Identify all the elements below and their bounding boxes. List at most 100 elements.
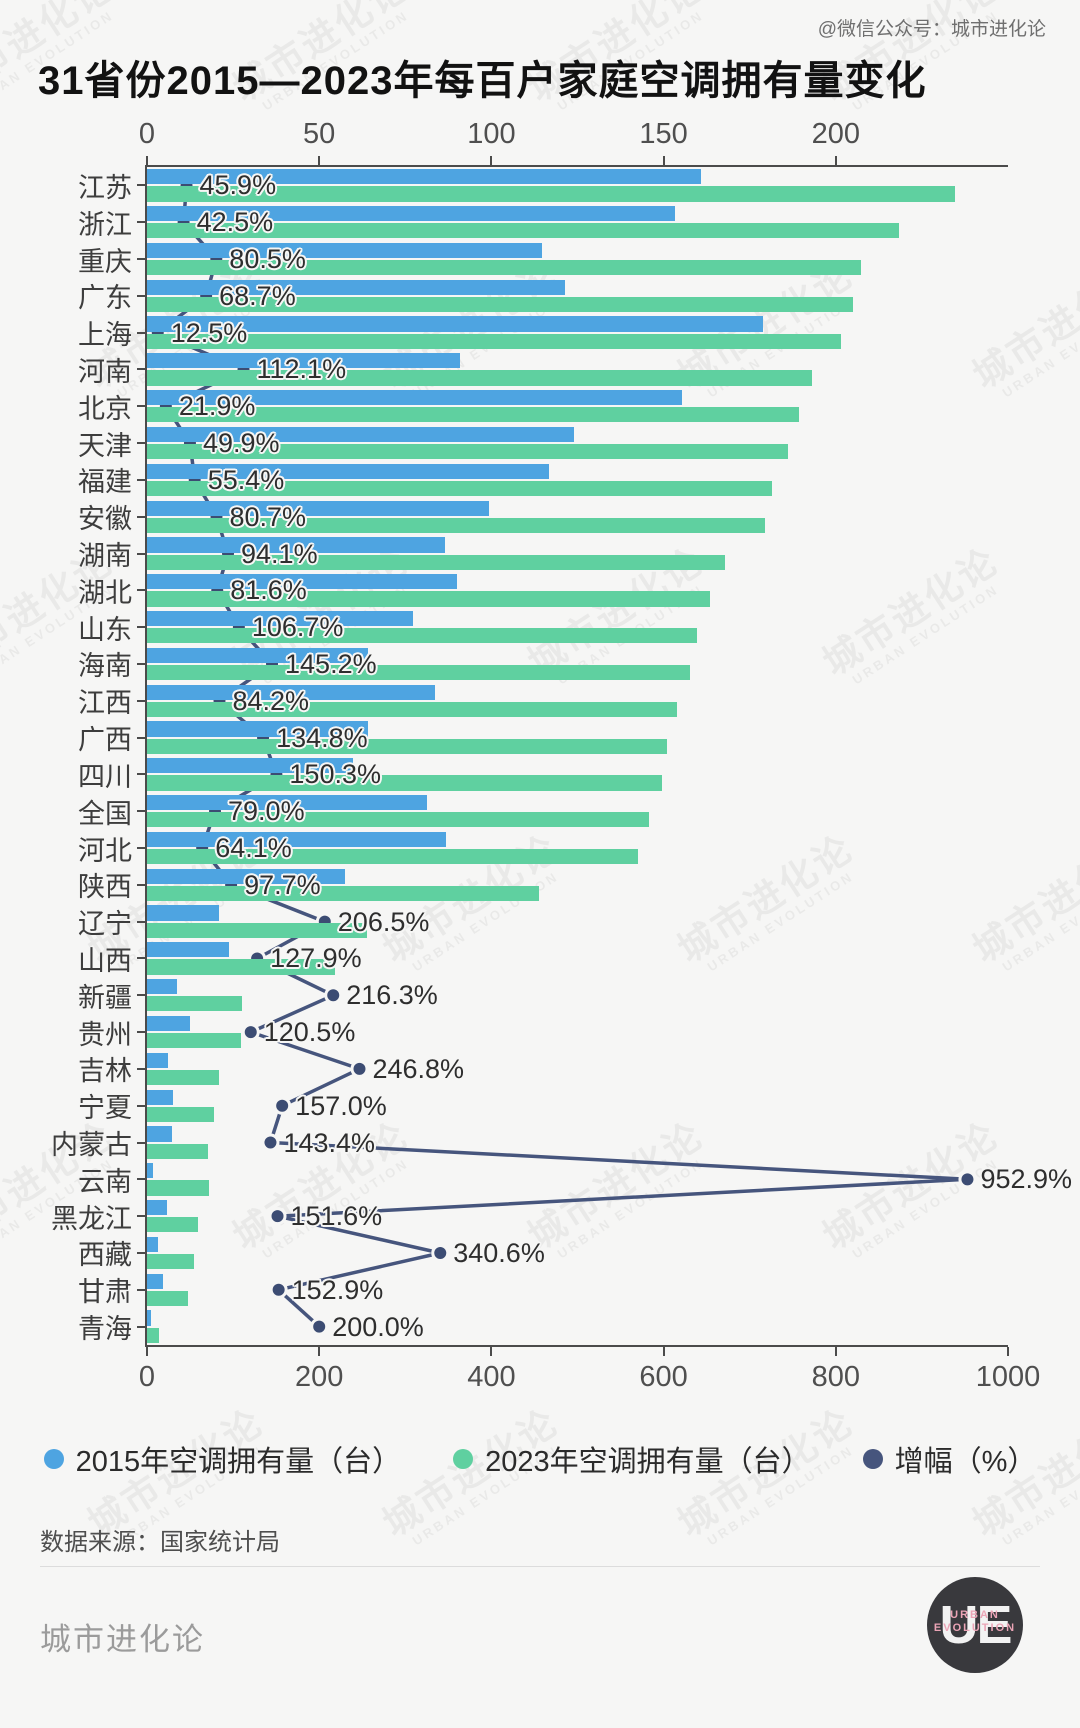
bar-2015: [147, 426, 575, 443]
y-axis-tick: [137, 294, 146, 297]
y-category-label: 北京: [78, 393, 132, 424]
y-category-label: 西藏: [78, 1240, 132, 1271]
axis-tick-label: 400: [467, 1361, 516, 1393]
growth-value-label: 45.9%: [199, 170, 277, 201]
y-axis-tick: [137, 1031, 146, 1034]
y-axis-tick: [137, 368, 146, 371]
growth-value-label: 55.4%: [207, 464, 285, 495]
y-axis-tick: [137, 258, 146, 261]
y-axis-tick: [137, 515, 146, 518]
bar-2023: [147, 996, 242, 1012]
axis-tick: [318, 1347, 321, 1356]
growth-value-label: 12.5%: [170, 317, 248, 348]
bar-2015: [147, 905, 219, 921]
growth-dot: [350, 1059, 369, 1078]
bar-2023: [147, 333, 841, 349]
bar-2015: [147, 1273, 164, 1289]
axis-tick-label: 200: [811, 118, 860, 150]
bar-2015: [147, 979, 177, 995]
y-category-label: 贵州: [78, 1019, 132, 1050]
growth-dot: [268, 1207, 287, 1226]
legend: 2015年空调拥有量（台） 2023年空调拥有量（台） 增幅（%）: [0, 1438, 1080, 1480]
bar-2015: [147, 1015, 190, 1032]
y-category-label: 吉林: [78, 1056, 132, 1087]
bar-2015: [147, 279, 566, 295]
bar-2015: [147, 942, 230, 958]
axis-tick: [490, 156, 493, 165]
y-axis-tick: [137, 184, 146, 187]
y-category-label: 江苏: [78, 172, 132, 203]
legend-item: 增幅（%）: [862, 1438, 1036, 1480]
axis-tick: [490, 1347, 493, 1356]
footer-divider: [40, 1566, 1040, 1567]
bar-2023: [147, 701, 678, 717]
bar-2023: [147, 296, 854, 313]
legend-label: 2023年空调拥有量（台）: [485, 1446, 811, 1478]
y-axis-tick: [137, 1178, 146, 1181]
bar-2023: [147, 223, 899, 239]
y-axis-tick: [137, 1251, 146, 1254]
axis-tick-label: 0: [138, 118, 156, 150]
axis-tick: [146, 1347, 148, 1356]
bar-2023: [147, 554, 725, 570]
growth-dot: [958, 1170, 977, 1189]
bar-2015: [147, 206, 675, 222]
legend-dot: [43, 1449, 64, 1469]
bar-2023: [147, 849, 639, 865]
growth-value-label: 21.9%: [178, 391, 256, 422]
legend-item: 2023年空调拥有量（台）: [453, 1438, 811, 1480]
y-axis-tick: [137, 405, 146, 408]
legend-dot: [453, 1449, 474, 1469]
bar-2023: [147, 812, 649, 828]
axis-tick-label: 100: [467, 118, 516, 150]
y-axis-tick: [137, 1215, 146, 1218]
growth-value-label: 80.7%: [229, 501, 307, 532]
growth-value-label: 97.7%: [244, 869, 321, 900]
bar-2015: [147, 242, 543, 258]
growth-value-label: 79.0%: [228, 796, 305, 827]
growth-dot: [310, 1317, 329, 1336]
y-axis-tick: [137, 920, 146, 923]
y-category-label: 天津: [78, 430, 132, 461]
growth-value-label: 145.2%: [285, 648, 377, 679]
y-axis-tick: [137, 847, 146, 850]
growth-value-label: 120.5%: [263, 1017, 356, 1048]
y-axis-tick: [137, 736, 146, 739]
top-axis-line: [147, 165, 1008, 167]
bar-2015: [147, 463, 549, 479]
bar-2023: [147, 1180, 209, 1196]
growth-dot: [269, 1280, 288, 1299]
bar-2023: [147, 1106, 215, 1122]
growth-value-label: 152.9%: [291, 1274, 384, 1305]
growth-dot: [261, 1133, 280, 1152]
axis-tick-label: 800: [811, 1361, 860, 1393]
y-axis-labels: 江苏 浙江 重庆 广东 上海 河南 北京 天津 福建 安徽 湖南 湖北 山东 海南 江西 广西 四川 全国 河北 陕西…: [0, 167, 132, 1345]
y-category-label: 广东: [78, 283, 132, 314]
growth-value-label: 49.9%: [202, 428, 280, 459]
growth-value-label: 200.0%: [332, 1311, 424, 1342]
logo-wordmark-line1: URBAN: [950, 1609, 1000, 1621]
axis-tick-label: 200: [294, 1361, 344, 1393]
bar-2023: [147, 1253, 195, 1270]
growth-value-label: 151.6%: [290, 1201, 383, 1232]
legend-item: 2015年空调拥有量（台）: [43, 1438, 401, 1480]
y-category-label: 辽宁: [78, 909, 132, 940]
y-category-label: 内蒙古: [51, 1130, 132, 1161]
growth-value-label: 112.1%: [256, 354, 347, 385]
y-category-label: 江西: [78, 688, 132, 719]
y-axis-tick: [137, 810, 146, 813]
y-category-label: 陕西: [78, 872, 132, 903]
growth-value-label: 127.9%: [270, 943, 362, 974]
growth-dot: [241, 1023, 260, 1042]
bar-2015: [147, 1089, 174, 1105]
y-axis-tick: [137, 662, 146, 665]
axis-tick-label: 600: [639, 1361, 688, 1393]
y-category-label: 河北: [78, 835, 132, 866]
axis-tick: [834, 1347, 837, 1356]
y-axis-line: [145, 165, 147, 1347]
y-category-label: 浙江: [78, 209, 132, 240]
growth-dot: [324, 986, 343, 1005]
axis-tick: [834, 156, 837, 165]
growth-value-label: 150.3%: [289, 759, 381, 790]
axis-tick: [1007, 1347, 1009, 1356]
